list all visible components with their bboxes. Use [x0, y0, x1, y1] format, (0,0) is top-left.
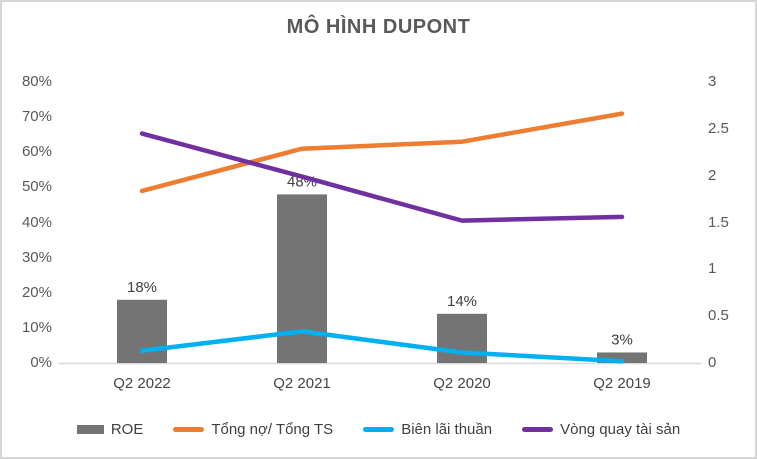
x-axis-label: Q2 2022	[113, 375, 171, 392]
bar-data-label: 14%	[447, 293, 477, 310]
y-axis-left-tick-label: 10%	[21, 318, 52, 336]
y-axis-left-tick-label: 30%	[21, 248, 52, 266]
line-series-0	[139, 111, 625, 194]
x-axis-label: Q2 2021	[273, 375, 331, 392]
y-axis-left-tick-label: 0%	[30, 354, 52, 371]
y-axis-left-tick-label: 50%	[21, 178, 52, 196]
x-axis-label: Q2 2019	[593, 375, 651, 392]
legend-swatch-line-icon	[363, 426, 395, 432]
y-axis-right-tick-label: 0	[708, 354, 717, 371]
y-axis-left-tick-label: 20%	[21, 283, 52, 301]
bar-roe	[117, 299, 167, 363]
y-axis-right-tick-label: 2	[708, 166, 717, 184]
bar-roe	[277, 194, 327, 363]
chart-legend: ROE Tổng nợ/ Tổng TS Biên lãi thuần Vòng qu…	[2, 416, 755, 442]
bar-data-label: 3%	[611, 331, 633, 348]
y-axis-left-tick-label: 80%	[21, 73, 52, 90]
y-axis-left-tick-label: 40%	[21, 213, 52, 231]
legend-swatch-line-icon	[522, 426, 554, 432]
y-axis-right-tick-label: 0.5	[708, 307, 729, 325]
legend-item-2: Biên lãi thuần	[363, 421, 492, 438]
x-axis-label: Q2 2020	[433, 375, 491, 392]
y-axis-right-tick-label: 3	[708, 73, 717, 90]
legend-swatch-line-icon	[173, 426, 205, 432]
legend-label: Biên lãi thuần	[401, 420, 493, 438]
y-axis-left-tick-label: 70%	[21, 108, 52, 126]
y-axis-right-tick-label: 1	[708, 260, 717, 278]
y-axis-left-tick-label: 60%	[21, 143, 52, 161]
line-series-1	[139, 329, 625, 364]
legend-item-1: Tổng nợ/ Tổng TS	[173, 421, 333, 438]
legend-item-0: ROE	[76, 420, 144, 438]
bar-roe	[597, 352, 647, 363]
y-axis-right-tick-label: 2.5	[708, 119, 729, 137]
legend-swatch-bar-icon	[76, 424, 104, 434]
y-axis-right-tick-label: 1.5	[708, 213, 729, 231]
chart-title: MÔ HÌNH DUPONT	[286, 16, 471, 38]
legend-label: ROE	[110, 420, 144, 438]
line-series-2	[139, 131, 625, 223]
legend-item-3: Vòng quay tài sản	[522, 421, 680, 438]
legend-label: Tổng nợ/ Tổng TS	[211, 420, 334, 438]
bar-data-label: 18%	[127, 279, 157, 296]
legend-label: Vòng quay tài sản	[560, 420, 681, 438]
